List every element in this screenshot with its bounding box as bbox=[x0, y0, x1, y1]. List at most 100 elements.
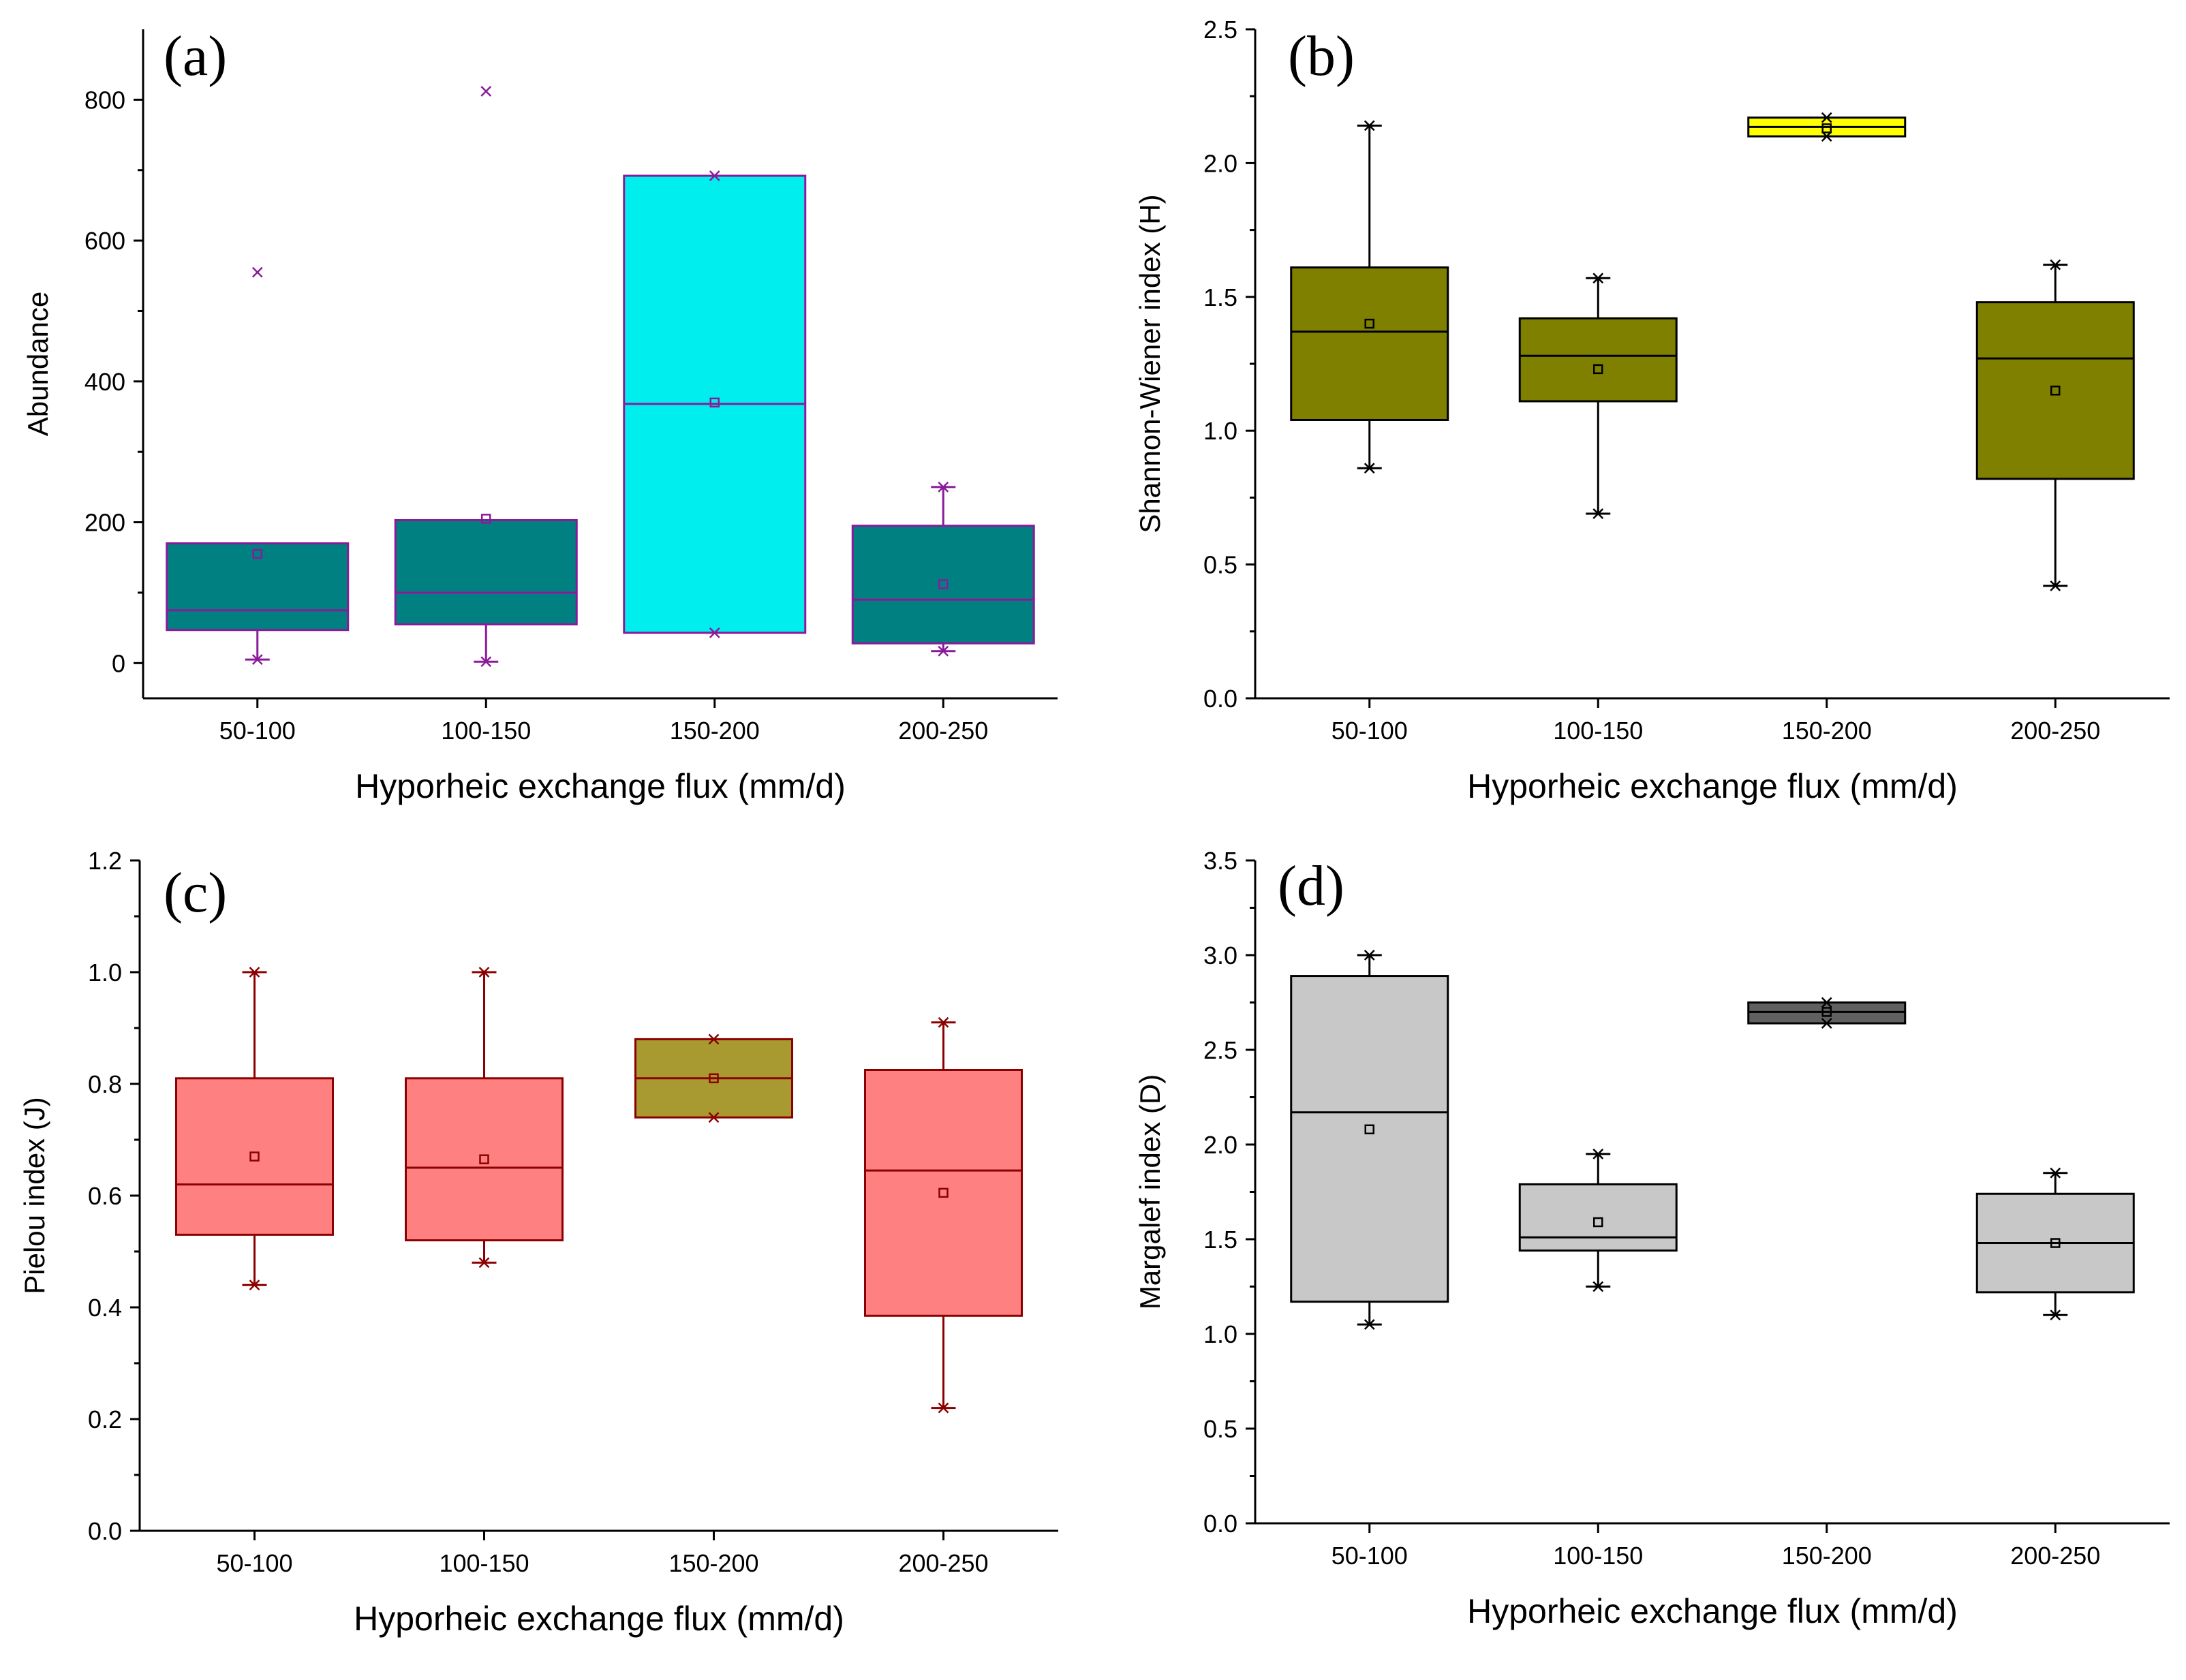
y-tick-label: 800 bbox=[84, 86, 125, 114]
y-tick-label: 0.5 bbox=[1203, 1415, 1237, 1443]
extreme-marker bbox=[478, 1257, 490, 1269]
panel-a: (a) 0 200 400 600 800 50-100 100-150 150-200 200-… bbox=[22, 25, 1058, 805]
mean-marker bbox=[1821, 123, 1832, 134]
x-tick-label: 100-150 bbox=[1553, 717, 1643, 745]
y-tick-label: 1.0 bbox=[88, 959, 122, 986]
box-200-250 bbox=[1975, 259, 2135, 591]
y-axis-title: Pielou index (J) bbox=[18, 1097, 50, 1294]
y-tick-label: 0.0 bbox=[1203, 685, 1237, 713]
y-tick-label: 2.5 bbox=[1203, 1036, 1237, 1064]
extreme-marker bbox=[2050, 259, 2061, 270]
extreme-marker bbox=[1364, 1319, 1375, 1330]
x-tick-label: 150-200 bbox=[1782, 717, 1872, 745]
box-body bbox=[166, 542, 350, 632]
y-tick-label: 0.0 bbox=[88, 1517, 122, 1545]
extreme-marker bbox=[2050, 1309, 2061, 1321]
x-tick-label: 50-100 bbox=[216, 1549, 292, 1577]
mean-marker bbox=[1593, 364, 1603, 375]
mean-marker bbox=[2050, 386, 2061, 396]
box-200-250 bbox=[864, 1016, 1023, 1414]
box-body bbox=[1975, 301, 2135, 480]
x-tick-label: 100-150 bbox=[1553, 1542, 1643, 1570]
extreme-marker bbox=[938, 1016, 949, 1028]
x-tick-label: 100-150 bbox=[441, 717, 531, 745]
mean-marker bbox=[2050, 1238, 2061, 1248]
extreme-marker bbox=[251, 266, 263, 278]
y-axis-title: Shannon-Wiener index (H) bbox=[1134, 194, 1166, 533]
mean-marker bbox=[1364, 318, 1374, 329]
extreme-marker bbox=[708, 1033, 720, 1045]
x-tick-label: 50-100 bbox=[1331, 1542, 1408, 1570]
box-body bbox=[175, 1077, 334, 1236]
box-200-250 bbox=[1975, 1167, 2135, 1321]
y-tick-label: 0.0 bbox=[1203, 1510, 1237, 1538]
box-body bbox=[1518, 317, 1678, 403]
box-100-150 bbox=[1518, 273, 1678, 519]
extreme-marker bbox=[480, 86, 492, 97]
box-body bbox=[405, 1077, 564, 1242]
y-tick-label: 0.8 bbox=[88, 1070, 122, 1098]
box-100-150 bbox=[405, 967, 564, 1269]
mean-marker bbox=[709, 397, 720, 408]
x-axis-title: Hyporheic exchange flux (mm/d) bbox=[1467, 767, 1958, 805]
extreme-marker bbox=[709, 627, 720, 638]
mean-marker bbox=[1821, 1007, 1832, 1017]
extreme-marker bbox=[938, 482, 949, 493]
extreme-marker bbox=[1364, 950, 1375, 961]
mean-marker bbox=[481, 514, 491, 524]
box-150-200 bbox=[1747, 112, 1907, 142]
panel-b: (b) 0.0 0.5 1.0 1.5 2.0 2.5 50-100 100-150 150-20… bbox=[1134, 16, 2170, 805]
x-tick-label: 200-250 bbox=[2010, 1542, 2100, 1570]
y-tick-label: 1.2 bbox=[88, 847, 122, 875]
y-tick-label: 3.5 bbox=[1203, 847, 1237, 875]
extreme-marker bbox=[478, 967, 490, 978]
panel-d: (d) 0.0 0.5 1.0 1.5 2.0 2.5 3.0 3.5 50-100 100-150… bbox=[1134, 847, 2170, 1630]
y-tick-label: 0.2 bbox=[88, 1405, 122, 1433]
box-200-250 bbox=[851, 482, 1035, 657]
mean-marker bbox=[709, 1073, 719, 1084]
y-tick-label: 2.0 bbox=[1203, 149, 1237, 177]
panel-letter: (c) bbox=[164, 861, 227, 924]
box-body bbox=[1290, 266, 1449, 421]
x-axis-title: Hyporheic exchange flux (mm/d) bbox=[1467, 1592, 1958, 1630]
box-150-200 bbox=[1747, 997, 1907, 1029]
panel-c: (c) 0.0 0.2 0.4 0.6 0.8 1.0 1.2 50-100 100-150 150… bbox=[18, 847, 1058, 1638]
y-tick-label: 400 bbox=[84, 368, 125, 396]
y-tick-label: 1.0 bbox=[1203, 1320, 1237, 1348]
box-body bbox=[1290, 975, 1449, 1303]
mean-marker bbox=[252, 548, 262, 559]
y-tick-label: 1.5 bbox=[1203, 283, 1237, 311]
mean-marker bbox=[1593, 1217, 1603, 1228]
y-tick-label: 600 bbox=[84, 227, 125, 255]
y-tick-label: 200 bbox=[84, 509, 125, 537]
x-tick-label: 50-100 bbox=[1331, 717, 1408, 745]
extreme-marker bbox=[1821, 112, 1832, 123]
extreme-marker bbox=[708, 1112, 720, 1123]
mean-marker bbox=[1364, 1124, 1374, 1135]
extreme-marker bbox=[1592, 273, 1604, 284]
extreme-marker bbox=[1592, 1281, 1604, 1292]
y-tick-label: 1.5 bbox=[1203, 1226, 1237, 1254]
x-tick-label: 200-250 bbox=[898, 1549, 988, 1577]
box-50-100 bbox=[1290, 950, 1449, 1330]
box-50-100 bbox=[166, 266, 350, 666]
extreme-marker bbox=[480, 656, 492, 668]
extreme-marker bbox=[249, 967, 260, 978]
extreme-marker bbox=[1364, 120, 1375, 131]
x-tick-label: 50-100 bbox=[219, 717, 296, 745]
y-tick-label: 0.6 bbox=[88, 1182, 122, 1210]
extreme-marker bbox=[1821, 1018, 1832, 1029]
panel-letter: (b) bbox=[1288, 25, 1355, 88]
x-axis-title: Hyporheic exchange flux (mm/d) bbox=[354, 1600, 844, 1638]
x-tick-label: 200-250 bbox=[898, 717, 988, 745]
box-body bbox=[851, 525, 1035, 644]
extreme-marker bbox=[2050, 580, 2061, 591]
y-tick-label: 2.5 bbox=[1203, 16, 1237, 44]
y-axis-title: Margalef index (D) bbox=[1134, 1074, 1166, 1309]
box-150-200 bbox=[634, 1033, 793, 1123]
box-100-150 bbox=[394, 86, 578, 668]
y-tick-label: 3.0 bbox=[1203, 942, 1237, 969]
box-50-100 bbox=[175, 967, 334, 1291]
extreme-marker bbox=[2050, 1167, 2061, 1179]
